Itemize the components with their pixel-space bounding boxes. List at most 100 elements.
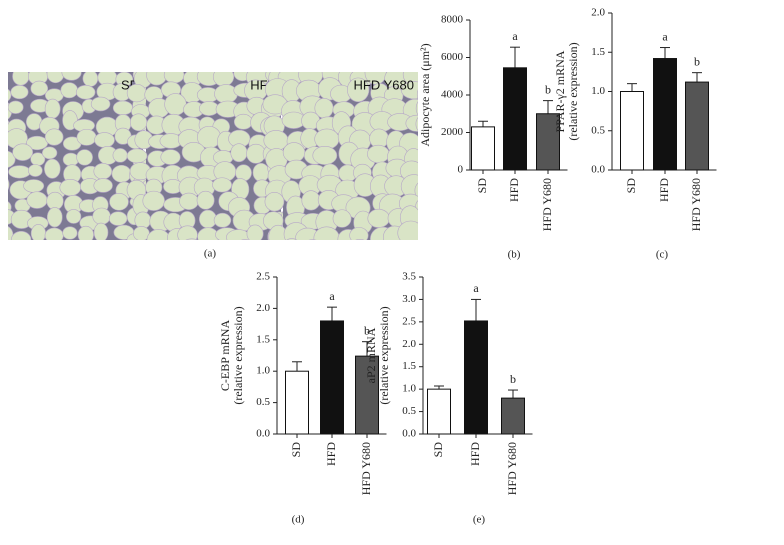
adipocyte [422,207,445,227]
adipocyte [213,245,236,267]
adipocyte [76,149,93,166]
adipocyte [163,72,185,84]
x-tick-label: HFD Y680 [540,178,554,231]
adipocyte [405,114,418,132]
y-tick-label: 0.0 [402,428,416,440]
panel-caption: (a) [204,248,217,260]
adipocyte [338,243,357,259]
adipocyte [397,220,418,240]
adipocyte [28,241,44,260]
adipocyte [415,117,418,132]
bar [427,388,451,435]
x-tick-label: HFD [657,178,671,202]
y-tick-label: 2.0 [402,338,416,350]
adipocyte [23,179,45,193]
adipocyte [308,239,317,240]
adipocyte [47,244,65,263]
adipocyte [129,113,148,132]
x-tick-label: HFD [468,442,482,466]
adipocyte [282,142,306,163]
adipocyte [332,209,352,228]
x-tick-label: HFD Y680 [505,442,519,495]
significance-label: b [694,54,700,68]
panel-caption: (e) [473,514,486,526]
adipocyte [147,244,164,263]
adipocyte [111,164,132,183]
significance-label: a [662,29,668,43]
adipocyte [42,146,58,160]
adipocyte [10,84,29,100]
adipocyte [134,211,152,229]
y-tick-label: 2.0 [256,302,270,314]
adipocyte [415,101,418,116]
adipocyte [416,89,418,101]
adipocyte [126,148,148,164]
adipocyte [421,147,442,166]
adipocyte [212,177,232,193]
adipocyte [249,241,270,257]
y-axis-label: (relative expression) [231,306,245,404]
y-tick-label: 0.5 [402,405,416,417]
adipocyte [0,240,8,258]
adipocyte [8,179,10,191]
adipocyte [126,83,147,103]
adipocyte [230,143,248,163]
significance-label: b [510,372,516,386]
adipocyte [267,241,287,265]
adipocyte [30,224,46,240]
y-tick-label: 2.5 [256,271,270,283]
adipocyte [315,246,335,263]
adipocyte [46,207,63,228]
adipocyte [385,245,404,262]
adipocyte [112,100,133,116]
y-axis-label: PPAR-γ2 mRNA [553,50,567,132]
adipocyte [355,238,365,240]
adipocyte [175,239,180,240]
adipocyte [398,244,421,261]
adipocyte [59,178,82,197]
adipocyte [264,192,285,212]
adipocyte [349,227,369,240]
y-axis-label: aP2 mRNA [364,327,378,383]
bar [471,126,495,171]
bar [501,397,525,435]
adipocyte [60,82,79,99]
y-tick-label: 1.0 [256,365,270,377]
adipocyte [420,224,446,244]
y-tick-label: 8000 [441,14,464,26]
histology-images: SD HFD HFD Y680 [0,72,446,267]
adipocyte [44,98,61,119]
adipocyte [93,222,109,240]
adipocyte [212,72,235,87]
significance-label: a [473,281,479,295]
y-axis-label: (relative expression) [377,306,391,404]
adipocyte [76,128,97,146]
x-tick-label: SD [475,178,489,194]
adipocyte [415,200,418,213]
adipocyte [44,227,64,240]
adipocyte [8,165,31,179]
adipocyte [7,248,28,263]
adipocyte [213,212,232,228]
y-tick-label: 0.5 [256,396,270,408]
adipocyte [62,226,78,240]
adipocyte [90,96,111,112]
adipocyte [146,72,168,86]
adipocyte [66,209,82,224]
x-tick-label: HFD Y680 [359,442,373,495]
panel-caption: (c) [656,249,669,261]
adipocyte [108,211,128,226]
adipocyte [179,192,199,210]
adipocyte [281,242,299,256]
y-axis-label: (relative expression) [566,42,580,140]
y-tick-label: 1.5 [256,333,270,345]
bar [285,370,309,435]
y-tick-label: 1.5 [591,46,605,58]
adipocyte [97,241,118,258]
adipocyte [196,190,215,210]
adipocyte [92,207,111,225]
adipocyte [286,238,298,240]
adipocyte [26,191,48,209]
adipocyte [347,77,370,103]
y-tick-label: 6000 [441,51,464,63]
